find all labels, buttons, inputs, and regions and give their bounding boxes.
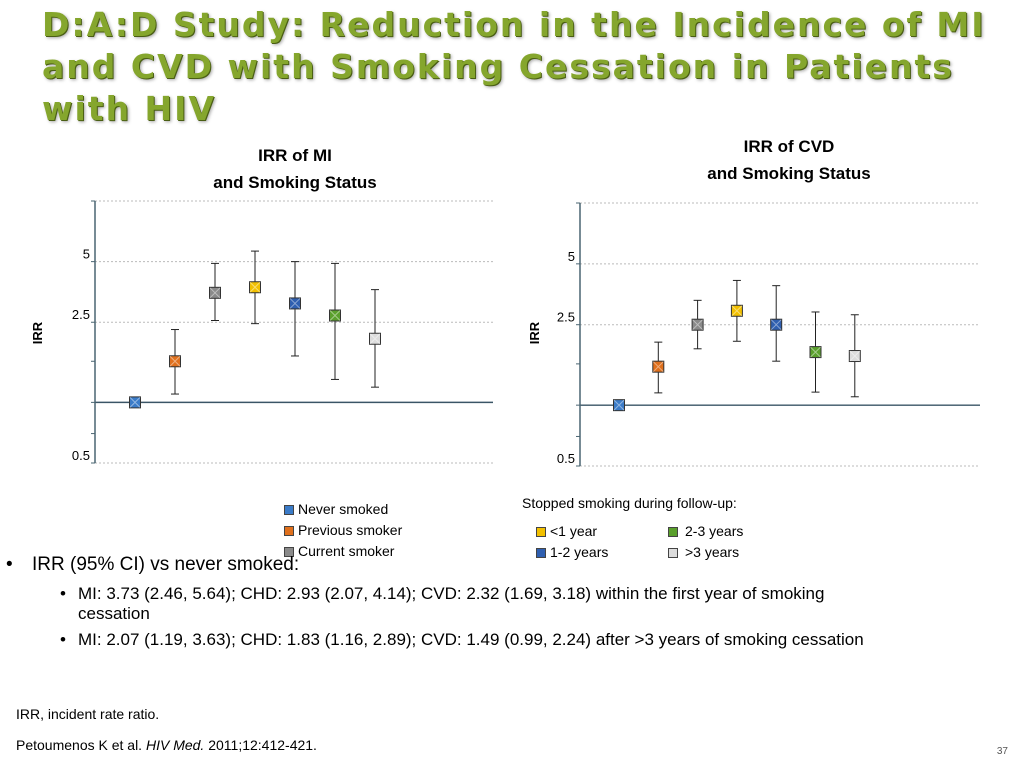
bullet-dot: • [60,584,66,603]
y-axis-label: IRR [30,321,45,344]
legend-item-current: Current smoker [284,541,402,562]
legend-label-never: Never smoked [298,501,389,517]
legend-swatch-previous [284,525,294,536]
data-point-previous [169,355,181,368]
reference-journal: HIV Med. [145,737,205,753]
data-point-gt3 [369,332,381,345]
y-tick-label: 2.5 [72,307,90,322]
bullet-sub-1: • MI: 3.73 (2.46, 5.64); CHD: 2.93 (2.07… [60,584,890,624]
legend-swatch-lt1 [536,526,546,537]
data-point-highlight [770,319,782,331]
legend-swatch-gt3 [668,547,678,558]
legend-swatch-2-3 [668,526,678,537]
bullet-sub-2: • MI: 2.07 (1.19, 3.63); CHD: 1.83 (1.16… [60,630,890,650]
y-tick-label: 2.5 [557,310,575,325]
bullet-sub-1-text: MI: 3.73 (2.46, 5.64); CHD: 2.93 (2.07, … [78,584,825,623]
data-point-current [209,286,221,299]
y-tick-label: 0.5 [72,448,90,463]
mi-chart-title-line2: and Smoking Status [213,173,377,192]
data-point-y12 [770,318,783,331]
legend-stopped-col1: <1 year 1-2 years [536,521,608,563]
legend-swatch-1-2 [536,547,546,558]
data-point-highlight [209,287,221,299]
legend-stopped-header: Stopped smoking during follow-up: [522,495,737,511]
legend-stopped-col2: 2-3 years >3 years [668,521,743,563]
abbreviation-footnote: IRR, incident rate ratio. [16,706,160,722]
bullet-dot: • [60,630,66,649]
legend-item-2-3: 2-3 years [668,521,743,542]
y-tick-label: 0.5 [557,451,575,466]
bullet-main-text: IRR (95% CI) vs never smoked: [32,554,300,575]
bullet-sub-2-text: MI: 2.07 (1.19, 3.63); CHD: 1.83 (1.16, … [78,630,864,649]
cvd-chart-title-line2: and Smoking Status [707,164,871,183]
data-point-highlight [849,350,861,362]
data-point-previous [652,360,665,373]
cvd-chart-title: IRR of CVD and Smoking Status [674,133,904,187]
data-point-highlight [369,333,381,345]
legend-item-never: Never smoked [284,499,402,520]
data-point-highlight [129,397,141,408]
mi-chart-title-line1: IRR of MI [258,146,332,165]
y-tick-label: 5 [83,247,90,262]
legend-smoking-status: Never smoked Previous smoker Current smo… [284,499,402,562]
data-point-highlight [329,310,341,321]
reference-authors: Petoumenos K et al. [16,737,146,753]
reference-footnote: Petoumenos K et al. HIV Med. 2011;12:412… [16,737,317,753]
data-point-highlight [289,298,301,309]
data-point-never [129,396,141,409]
data-point-highlight [169,355,181,367]
y-axis-label: IRR [527,321,542,344]
legend-label-current: Current smoker [298,543,395,559]
y-tick-label: 5 [568,249,575,264]
page-number: 37 [996,746,1008,757]
legend-item-gt3: >3 years [668,542,743,563]
slide-title: D:A:D Study: Reduction in the Incidence … [42,5,986,128]
data-point-lt1 [730,304,743,317]
mi-chart-title: IRR of MI and Smoking Status [180,142,410,196]
data-point-gt3 [848,350,861,363]
bullet-dot: • [6,554,13,575]
data-point-highlight [731,305,743,317]
legend-item-previous: Previous smoker [284,520,402,541]
legend-swatch-current [284,546,294,557]
data-point-y23 [329,309,341,322]
legend-swatch-never [284,504,294,515]
reference-details: 2011;12:412-421. [204,737,317,753]
data-point-highlight [692,319,703,331]
data-point-y12 [289,297,301,310]
data-point-lt1 [249,281,261,294]
legend-label-lt1: <1 year [550,523,598,539]
bullet-main: • IRR (95% CI) vs never smoked: [6,554,299,576]
data-point-highlight [613,399,625,411]
legend-label-2-3: 2-3 years [685,523,744,539]
legend-item-1-2: 1-2 years [536,542,608,563]
data-point-current [691,318,704,331]
legend-item-lt1: <1 year [536,521,608,542]
data-point-highlight [810,346,821,358]
data-point-never [613,399,625,412]
legend-label-previous: Previous smoker [298,522,403,538]
data-point-highlight [249,281,261,293]
legend-label-1-2: 1-2 years [550,544,609,560]
cvd-chart-title-line1: IRR of CVD [743,137,835,156]
data-point-y23 [809,346,822,359]
data-point-highlight [652,361,664,373]
legend-label-gt3: >3 years [685,544,740,560]
